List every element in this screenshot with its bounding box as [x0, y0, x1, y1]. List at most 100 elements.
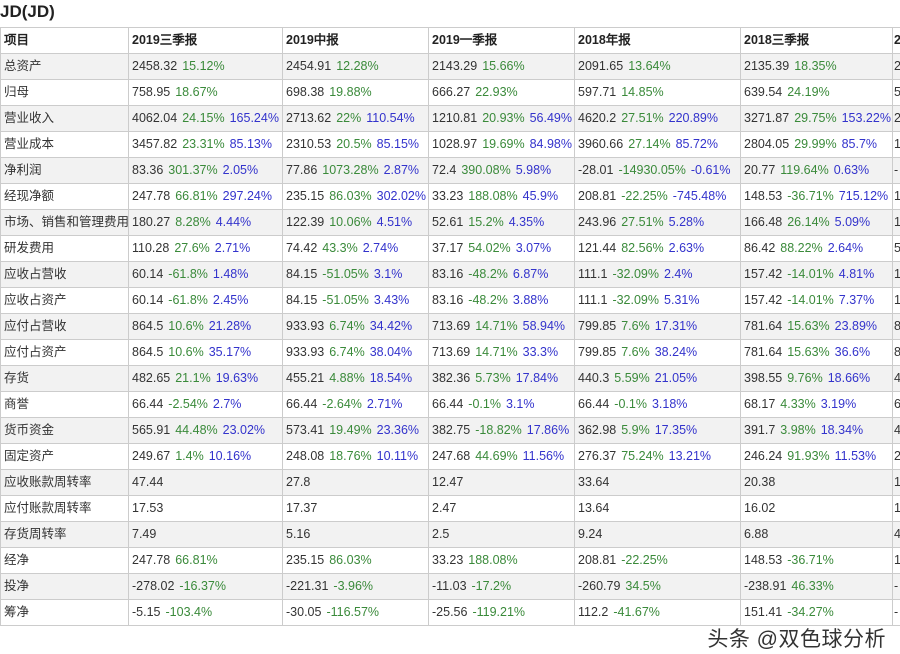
ratio-value: 21.28%: [208, 319, 252, 333]
cell-value: 362.98: [578, 423, 617, 437]
growth-rate: 75.24%: [621, 449, 664, 463]
cell-value: 84.15: [286, 293, 318, 307]
row-label: 商誉: [0, 391, 129, 418]
cell-value: -5.15: [132, 605, 161, 619]
ratio-value: 4.51%: [376, 215, 413, 229]
ratio-value: 2.64%: [827, 241, 864, 255]
ratio-value: 3.07%: [515, 241, 552, 255]
cell-value: 1: [894, 475, 900, 489]
growth-rate: -32.09%: [612, 293, 659, 307]
ratio-value: 3.19%: [820, 397, 857, 411]
table-cell: 2143.29 15.66%: [428, 53, 575, 80]
table-cell: -11.03 -17.2%: [428, 573, 575, 600]
cell-value: -238.91: [744, 579, 787, 593]
ratio-value: 23.02%: [222, 423, 266, 437]
cell-value: 1: [894, 501, 900, 515]
growth-rate: -16.37%: [179, 579, 226, 593]
row-label: 经净: [0, 547, 129, 574]
table-cell: 2: [892, 53, 900, 80]
growth-rate: 19.69%: [482, 137, 525, 151]
growth-rate: 18.76%: [329, 449, 372, 463]
table-cell: 151.41 -34.27%: [740, 599, 893, 626]
table-cell: 1: [892, 261, 900, 288]
ratio-value: 0.63%: [833, 163, 870, 177]
cell-value: -11.03: [432, 579, 467, 593]
cell-value: 17.53: [132, 501, 164, 515]
cell-value: 66.44: [132, 397, 164, 411]
cell-value: 597.71: [578, 85, 617, 99]
table-row: 应收账款周转率 47.44 27.8 12.47 33.64 20.38 1: [0, 469, 900, 496]
cell-value: 4620.2: [578, 111, 617, 125]
cell-value: 565.91: [132, 423, 171, 437]
growth-rate: -61.8%: [168, 293, 208, 307]
table-cell: 391.7 3.98% 18.34%: [740, 417, 893, 444]
table-cell: 1: [892, 495, 900, 522]
growth-rate: 10.6%: [168, 345, 204, 359]
cell-value: 66.44: [286, 397, 318, 411]
financial-table: 项目 2019三季报 2019中报 2019一季报 2018年报 2018三季报 2 总资产…: [0, 27, 900, 626]
ratio-value: 6.87%: [512, 267, 549, 281]
growth-rate: 27.14%: [628, 137, 671, 151]
table-cell: -: [892, 157, 900, 184]
cell-value: 83.16: [432, 293, 464, 307]
table-cell: 2713.62 22% 110.54%: [282, 105, 429, 132]
cell-value: 1: [894, 137, 900, 151]
table-cell: 20.38: [740, 469, 893, 496]
table-cell: 83.36 301.37% 2.05%: [128, 157, 283, 184]
ratio-value: 58.94%: [522, 319, 566, 333]
growth-rate: 1.4%: [175, 449, 204, 463]
cell-value: -28.01: [578, 163, 614, 177]
cell-value: 3457.82: [132, 137, 178, 151]
growth-rate: -2.54%: [168, 397, 208, 411]
growth-rate: 19.88%: [329, 85, 372, 99]
cell-value: 713.69: [432, 345, 471, 359]
cell-value: 799.85: [578, 345, 617, 359]
ratio-value: 85.7%: [841, 137, 878, 151]
cell-value: 157.42: [744, 267, 783, 281]
row-label: 总资产: [0, 53, 129, 80]
table-cell: 208.81 -22.25% -745.48%: [574, 183, 741, 210]
cell-value: 1: [894, 215, 900, 229]
table-row: 净利润 83.36 301.37% 2.05% 77.86 1073.28% 2.87% 72…: [0, 157, 900, 184]
ratio-value: 38.24%: [654, 345, 698, 359]
table-row: 应付占营收 864.5 10.6% 21.28% 933.93 6.74% 34.42% 71…: [0, 313, 900, 340]
cell-value: 33.23: [432, 189, 464, 203]
cell-value: 249.67: [132, 449, 171, 463]
cell-value: 20.77: [744, 163, 776, 177]
cell-value: 4062.04: [132, 111, 178, 125]
growth-rate: -119.21%: [472, 605, 526, 619]
table-cell: 698.38 19.88%: [282, 79, 429, 106]
growth-rate: 188.08%: [468, 553, 518, 567]
table-cell: -30.05 -116.57%: [282, 599, 429, 626]
table-cell: 565.91 44.48% 23.02%: [128, 417, 283, 444]
cell-value: 112.2: [578, 605, 609, 619]
row-label: 筹净: [0, 599, 129, 626]
cell-value: -221.31: [286, 579, 329, 593]
table-cell: 398.55 9.76% 18.66%: [740, 365, 893, 392]
table-cell: 77.86 1073.28% 2.87%: [282, 157, 429, 184]
cell-value: 148.53: [744, 553, 783, 567]
row-label: 应付占营收: [0, 313, 129, 340]
table-cell: 33.23 188.08%: [428, 547, 575, 574]
cell-value: 33.23: [432, 553, 464, 567]
table-cell: 8: [892, 339, 900, 366]
growth-rate: 22.93%: [475, 85, 518, 99]
ratio-value: -0.61%: [690, 163, 731, 177]
table-cell: 5: [892, 235, 900, 262]
cell-value: 6: [894, 397, 900, 411]
ratio-value: 1.48%: [212, 267, 249, 281]
growth-rate: -48.2%: [468, 293, 508, 307]
cell-value: 1210.81: [432, 111, 478, 125]
cell-value: 246.24: [744, 449, 783, 463]
cell-value: 2454.91: [286, 59, 332, 73]
column-header-item: 项目: [0, 27, 129, 54]
table-cell: 382.75 -18.82% 17.86%: [428, 417, 575, 444]
growth-rate: -103.4%: [165, 605, 213, 619]
ratio-value: 153.22%: [841, 111, 891, 125]
row-label: 归母: [0, 79, 129, 106]
table-cell: 66.44 -2.64% 2.71%: [282, 391, 429, 418]
ratio-value: 17.35%: [654, 423, 698, 437]
table-cell: -260.79 34.5%: [574, 573, 741, 600]
table-cell: 1: [892, 547, 900, 574]
ratio-value: 5.28%: [668, 215, 705, 229]
